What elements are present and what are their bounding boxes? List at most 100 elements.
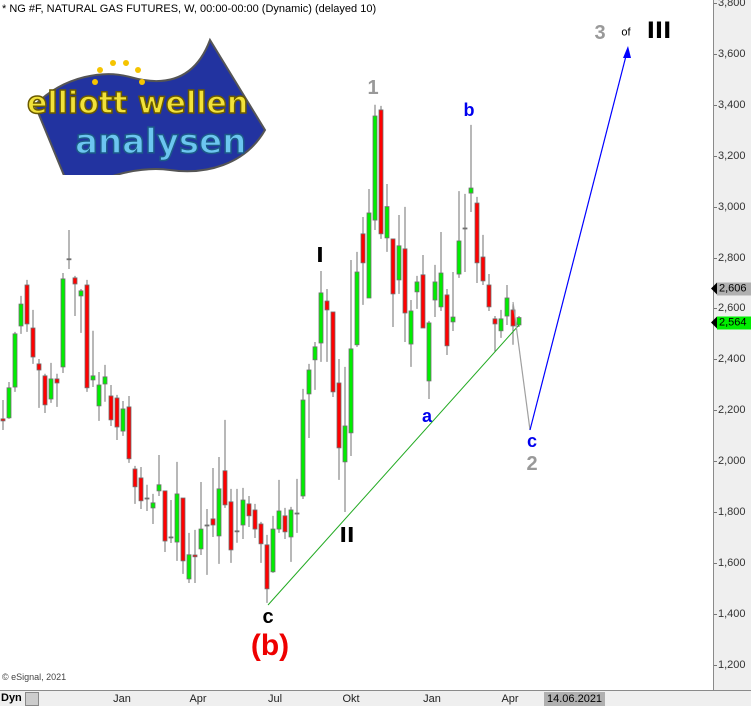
candle-body <box>150 502 156 509</box>
candle <box>264 534 270 603</box>
y-tick-label: 2,000 <box>714 455 746 468</box>
candle <box>180 497 186 574</box>
candle <box>366 189 372 299</box>
candle-body <box>348 348 354 434</box>
x-tick-label: Jan <box>113 693 131 705</box>
lock-icon[interactable] <box>25 692 39 706</box>
candle <box>390 238 396 327</box>
candle-body <box>414 281 420 293</box>
candle <box>378 105 384 239</box>
logo: elliott wellen analysen <box>26 37 267 175</box>
candle <box>18 295 24 334</box>
candle <box>336 359 342 480</box>
candle-body <box>504 297 510 317</box>
price-tag-last: 2,564 <box>711 316 751 330</box>
candle-body <box>48 378 54 400</box>
x-tick-label: Okt <box>342 693 360 705</box>
x-tick-label: Apr <box>189 693 207 705</box>
candle <box>132 465 138 504</box>
candle-body <box>480 256 486 282</box>
candle-body <box>0 418 6 422</box>
y-tick-label: 1,600 <box>714 556 746 569</box>
dynamic-mode-label: Dyn <box>1 692 22 704</box>
candle-body <box>78 290 84 297</box>
wave-label-2: 2 <box>526 453 538 475</box>
candle-body <box>18 303 24 327</box>
logo-flag <box>33 37 267 175</box>
candle-body <box>6 387 12 419</box>
candle <box>24 279 30 332</box>
chart-title: * NG #F, NATURAL GAS FUTURES, W, 00:00-0… <box>2 3 377 15</box>
y-tick-label: 3,200 <box>714 149 746 162</box>
trendline <box>267 324 520 606</box>
candle <box>72 275 78 317</box>
cursor-date-label: 14.06.2021 <box>544 692 606 706</box>
candle <box>222 419 228 508</box>
candle <box>210 467 216 537</box>
candle <box>468 124 474 212</box>
candle <box>420 254 426 329</box>
arrowhead-icon <box>623 46 631 58</box>
y-tick-label: 1,200 <box>714 658 746 671</box>
price-axis[interactable]: 3,800 3,600 3,400 3,200 3,000 2,800 2,600 2,400… <box>711 0 751 690</box>
candle <box>462 193 468 273</box>
y-tick-label: 3,000 <box>714 200 746 213</box>
candle-body <box>192 554 198 558</box>
candle <box>492 316 498 352</box>
candle-body <box>66 258 72 261</box>
wave-label-of: of <box>621 26 631 39</box>
candle-body <box>312 346 318 361</box>
candle <box>84 279 90 392</box>
candle-body <box>84 284 90 389</box>
y-tick-label: 3,600 <box>714 47 746 60</box>
candle-body <box>396 245 402 281</box>
candle-body <box>240 499 246 526</box>
candle <box>36 359 42 408</box>
candle <box>300 388 306 500</box>
wave-label-a: a <box>421 406 433 426</box>
candle <box>270 515 276 573</box>
candle <box>324 289 330 362</box>
wave-label-c-blue: c <box>526 431 538 451</box>
candle-body <box>54 378 60 384</box>
candle-body <box>180 497 186 562</box>
candle <box>294 478 300 533</box>
candle <box>318 270 324 362</box>
candle <box>312 341 318 390</box>
candle-body <box>198 528 204 550</box>
candle <box>96 372 102 421</box>
candle-body <box>270 528 276 573</box>
candle <box>0 400 6 431</box>
candle <box>474 196 480 283</box>
candle <box>432 264 438 318</box>
candle <box>216 457 222 564</box>
candle-body <box>300 399 306 497</box>
x-tick-label: Jan <box>423 693 441 705</box>
candle <box>12 331 18 392</box>
candle-body <box>330 311 336 393</box>
candle <box>282 507 288 539</box>
candle-body <box>114 397 120 428</box>
wave-label-c-black: c <box>262 606 274 628</box>
candle-body <box>390 238 396 295</box>
candle <box>54 373 60 407</box>
candle <box>384 183 390 252</box>
candle-body <box>450 316 456 323</box>
candle-body <box>294 512 300 515</box>
candle-body <box>120 408 126 432</box>
logo-text-line2: analysen <box>75 122 246 162</box>
candle <box>168 500 174 544</box>
chart-plot-area[interactable]: * NG #F, NATURAL GAS FUTURES, W, 00:00-0… <box>0 0 713 690</box>
candle-body <box>468 187 474 194</box>
candle <box>498 309 504 338</box>
candle-body <box>342 425 348 463</box>
candle-body <box>90 375 96 381</box>
candle <box>126 395 132 463</box>
candle <box>330 311 336 397</box>
candle <box>30 309 36 364</box>
time-axis[interactable]: Dyn Jan Apr Jul Okt Jan Apr 14.06.2021 <box>0 690 751 706</box>
candle <box>66 230 72 269</box>
candle-body <box>324 300 330 311</box>
candle <box>288 506 294 562</box>
copyright: © eSignal, 2021 <box>2 672 67 682</box>
